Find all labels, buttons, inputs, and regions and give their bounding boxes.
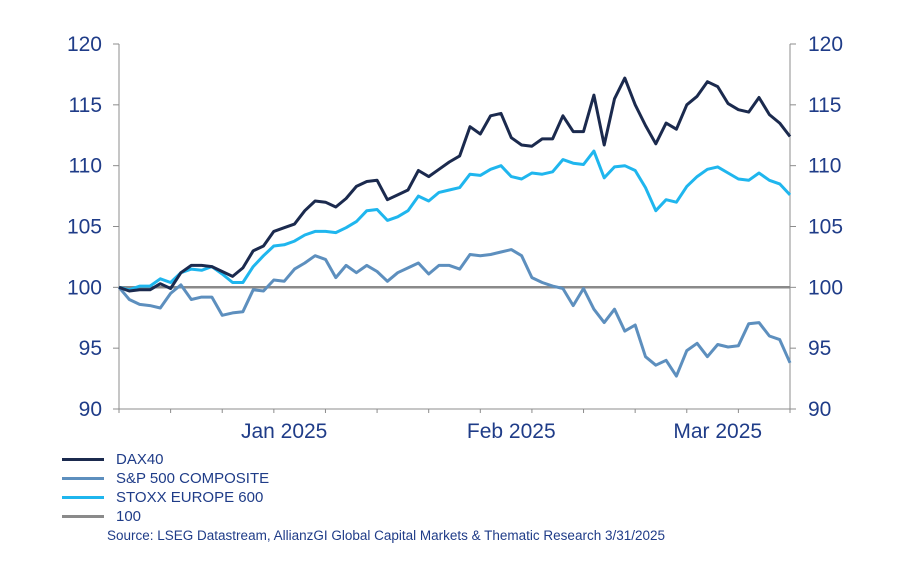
y-tick-label-right: 120	[808, 33, 843, 56]
legend-item: DAX40	[62, 450, 269, 469]
y-tick-label-left: 90	[79, 398, 102, 421]
series-line-s-p-500-composite	[117, 248, 792, 378]
legend-swatch	[62, 496, 104, 499]
legend-item: 100	[62, 507, 269, 526]
y-tick-label-right: 115	[808, 94, 841, 117]
x-tick-label: Mar 2025	[673, 420, 762, 443]
y-tick-label-right: 95	[808, 337, 831, 360]
legend-item: STOXX EUROPE 600	[62, 488, 269, 507]
legend-swatch	[62, 515, 104, 518]
y-tick-label-left: 95	[79, 337, 102, 360]
series-line-stoxx-europe-600	[118, 149, 792, 292]
y-tick-label-left: 120	[67, 33, 102, 56]
legend-label: STOXX EUROPE 600	[116, 489, 264, 506]
tick-layer: 90 90 95 95 100 100 105 105 110 110 115 115 120 120 Ja…	[67, 33, 843, 443]
x-tick-label: Jan 2025	[241, 420, 327, 443]
legend-item: S&P 500 COMPOSITE	[62, 469, 269, 488]
series-line-dax40	[118, 76, 792, 293]
y-tick-label-right: 105	[808, 216, 843, 239]
legend-label: DAX40	[116, 451, 164, 468]
legend-label: 100	[116, 508, 142, 525]
axes	[113, 43, 796, 413]
y-tick-label-left: 115	[69, 94, 102, 117]
series-layer	[117, 76, 792, 378]
y-tick-label-right: 100	[808, 276, 843, 299]
y-tick-label-right: 90	[808, 398, 831, 421]
legend: DAX40 S&P 500 COMPOSITE STOXX EUROPE 600 10…	[62, 450, 269, 526]
y-tick-label-left: 100	[67, 276, 102, 299]
y-tick-label-right: 110	[808, 155, 841, 178]
x-tick-label: Feb 2025	[467, 420, 556, 443]
legend-label: S&P 500 COMPOSITE	[116, 470, 270, 487]
source-note: Source: LSEG Datastream, AllianzGI Globa…	[107, 528, 666, 543]
y-tick-label-left: 105	[67, 216, 102, 239]
y-tick-label-left: 110	[69, 155, 102, 178]
legend-swatch	[62, 458, 104, 461]
legend-swatch	[62, 477, 104, 480]
